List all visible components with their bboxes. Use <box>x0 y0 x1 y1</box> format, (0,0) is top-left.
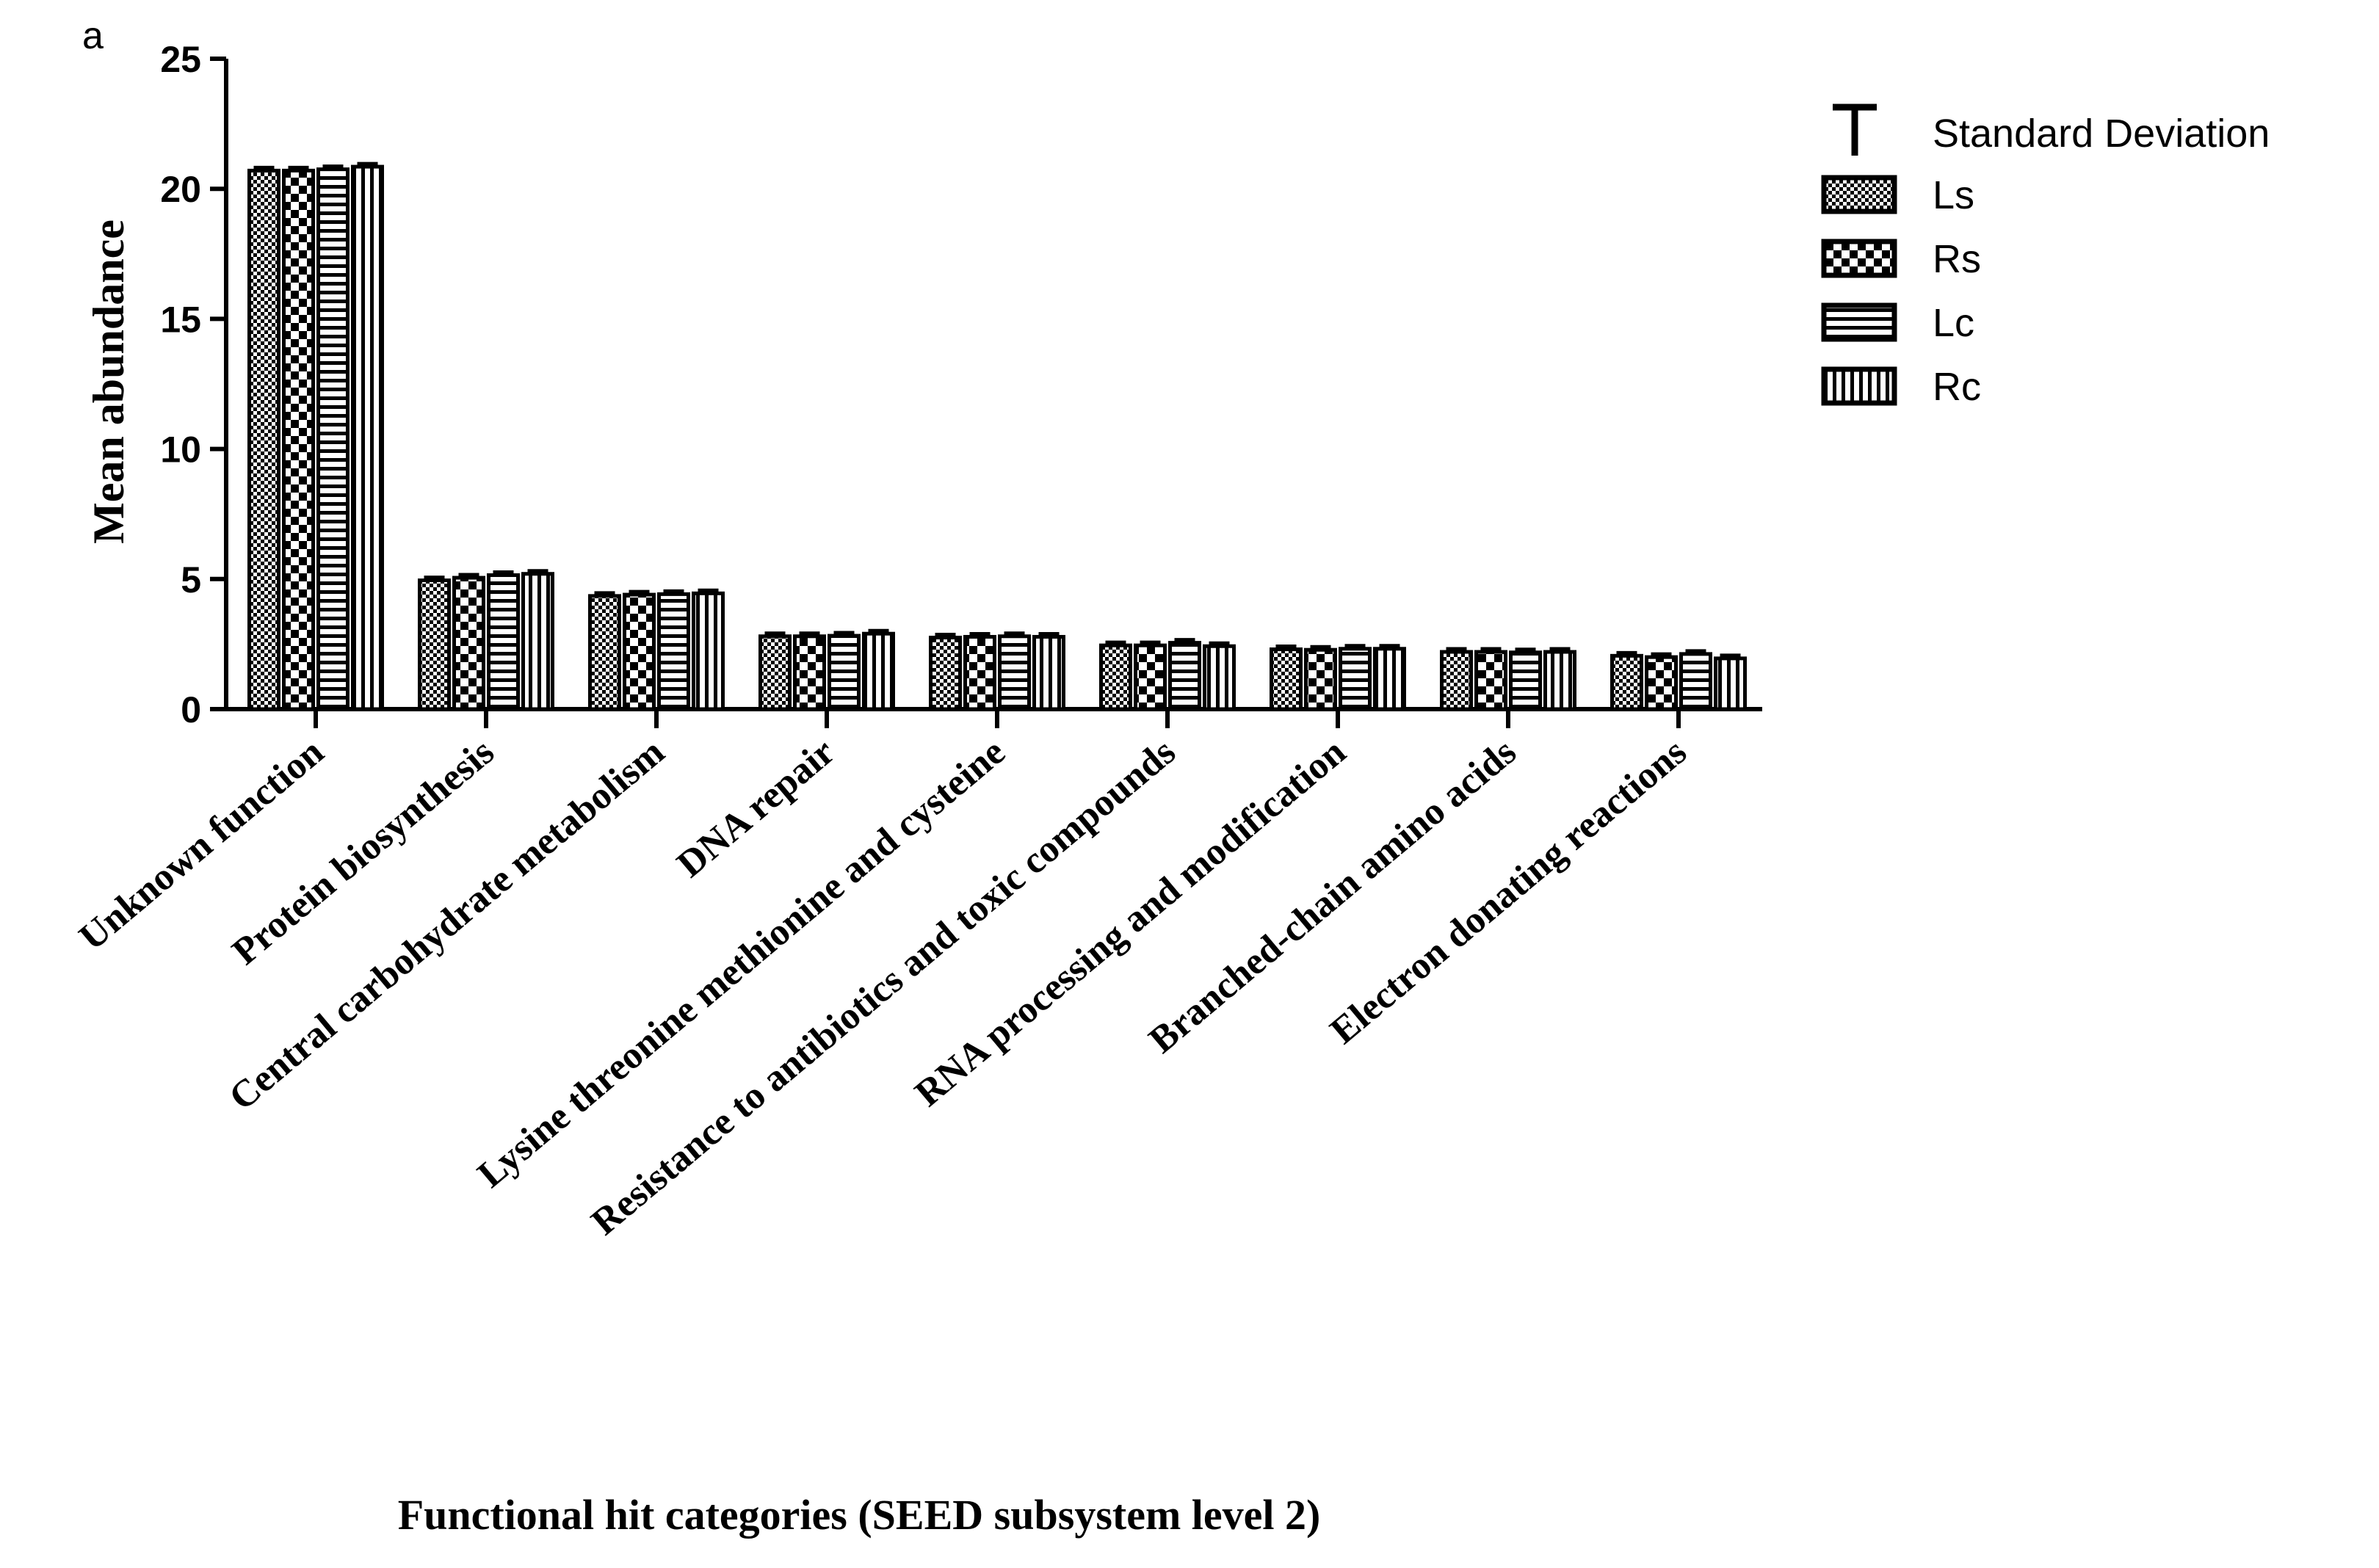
bar-lc <box>487 573 520 711</box>
bar-rc <box>1543 650 1576 711</box>
bar-rc <box>1714 656 1747 711</box>
legend: Standard Deviation Ls Rs Lc Rc <box>1821 104 2270 409</box>
legend-swatch-ls <box>1821 175 1897 214</box>
bar-rs <box>282 168 315 711</box>
bar-ls <box>1270 647 1303 711</box>
bar-rs <box>623 592 656 711</box>
panel-label: a <box>82 15 104 57</box>
bar-rs <box>1645 655 1678 711</box>
bar-lc <box>1339 647 1372 711</box>
legend-label-standard-deviation: Standard Deviation <box>1933 112 2270 156</box>
bar-rs <box>1134 643 1167 711</box>
y-axis-label: Mean abundance <box>84 219 133 544</box>
bar-rc <box>351 164 384 711</box>
y-tick-label: 15 <box>160 299 201 340</box>
legend-label-rc: Rc <box>1933 365 1981 409</box>
bar-ls <box>418 578 451 711</box>
x-tick-label: Electron donating reactions <box>1322 731 1695 1053</box>
x-tick-label: DNA repair <box>670 731 843 886</box>
bar-rs <box>793 634 826 711</box>
bar-rs <box>1474 650 1507 711</box>
bar-ls <box>929 636 962 711</box>
y-tick-label: 5 <box>181 559 201 600</box>
bar-ls <box>1610 653 1643 711</box>
legend-label-rs: Rs <box>1933 237 1981 281</box>
x-axis-label: Functional hit categories (SEED subsyste… <box>398 1491 1321 1539</box>
bar-lc <box>1679 652 1712 711</box>
bar-rc <box>1373 647 1406 711</box>
bar-ls <box>588 594 621 711</box>
bar-rs <box>452 576 485 711</box>
y-tick-label: 0 <box>181 689 201 730</box>
legend-swatch-rc <box>1821 366 1897 406</box>
bar-rc <box>521 572 554 711</box>
bar-ls <box>1099 643 1132 711</box>
bar-lc <box>1509 650 1542 711</box>
bar-lc <box>998 634 1031 711</box>
y-tick-label: 20 <box>160 169 201 210</box>
x-tick-label: Resistance to antibiotics and toxic comp… <box>584 731 1184 1244</box>
y-tick-label: 25 <box>160 39 201 80</box>
y-tick-label: 10 <box>160 429 201 471</box>
bar-rc <box>1203 644 1236 711</box>
bar-rc <box>692 591 725 711</box>
legend-label-ls: Ls <box>1933 173 1974 217</box>
bar-lc <box>1168 641 1201 711</box>
bar-rc <box>1032 634 1065 711</box>
bar-lc <box>316 167 350 711</box>
bar-rs <box>1304 647 1337 711</box>
bar-ls <box>247 168 280 711</box>
legend-swatch-rs <box>1821 239 1897 278</box>
bar-ls <box>1440 650 1473 711</box>
bar-ls <box>758 634 792 711</box>
bar-rc <box>862 631 895 711</box>
bar-lc <box>828 634 861 711</box>
bar-lc <box>657 592 690 711</box>
legend-swatch-lc <box>1821 302 1897 342</box>
legend-label-lc: Lc <box>1933 301 1974 345</box>
bar-rs <box>963 634 996 711</box>
